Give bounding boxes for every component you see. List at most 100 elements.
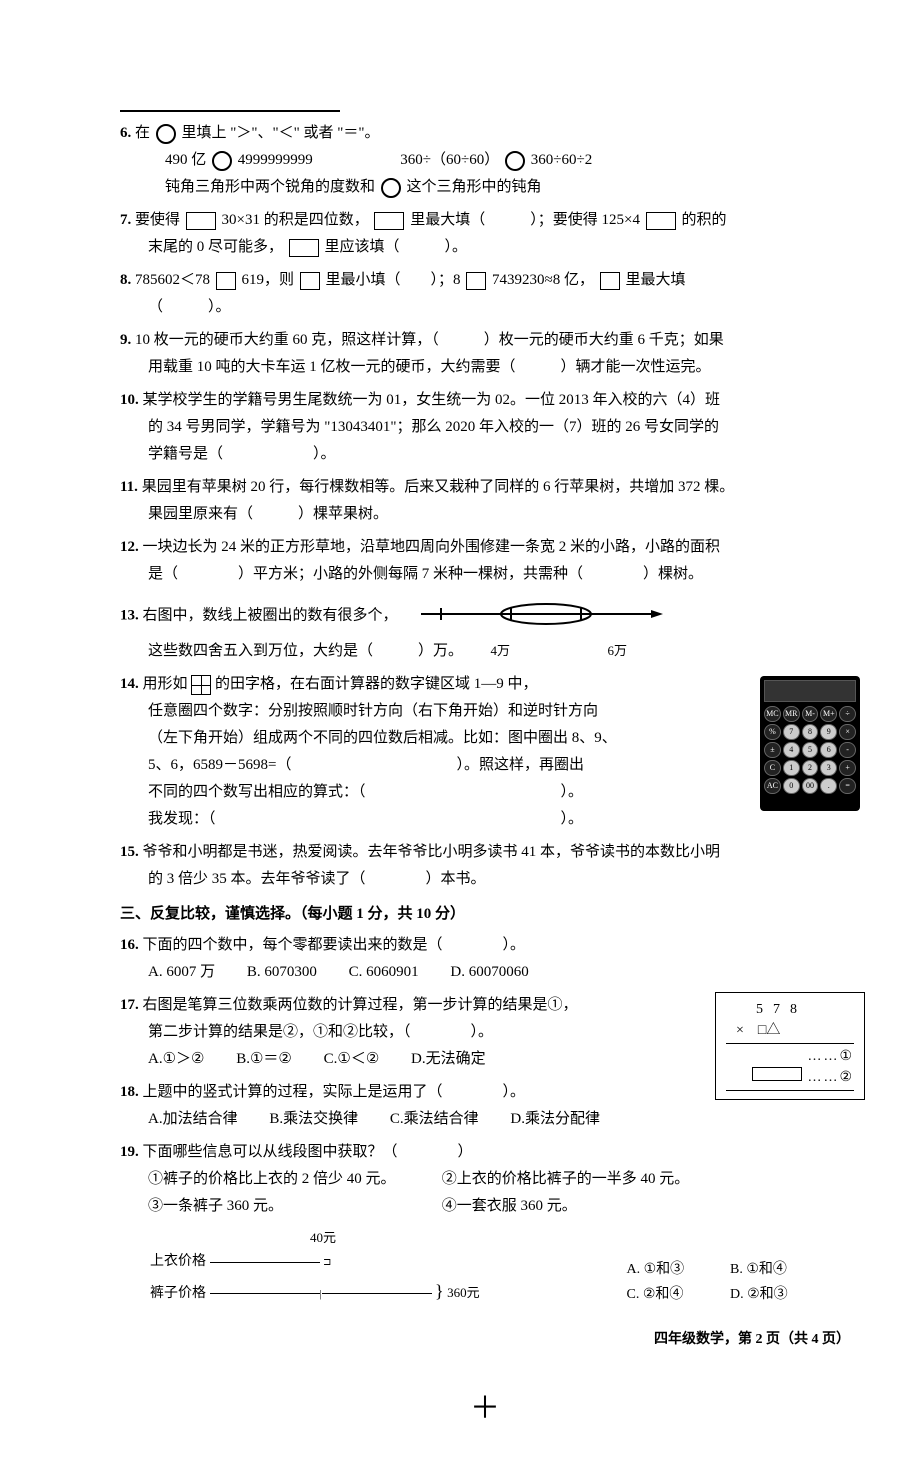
q11-num: 11. xyxy=(120,479,138,495)
q15-num: 15. xyxy=(120,844,139,860)
q10-num: 10. xyxy=(120,392,139,408)
calc-key: 8 xyxy=(802,724,819,740)
page-footer: 四年级数学，第 2 页（共 4 页） xyxy=(120,1327,850,1352)
q13-label6: 6万 xyxy=(608,643,628,658)
calc-key: + xyxy=(839,760,856,776)
number-line xyxy=(411,594,671,638)
q12-b: 是（ ）平方米；小路的外侧每隔 7 米种一棵树，共需种（ ）棵树。 xyxy=(148,566,703,582)
q7-d: 的积的 xyxy=(681,212,726,228)
q6-l1a: 在 xyxy=(135,125,150,141)
calc-key: ÷ xyxy=(839,706,856,722)
q10-a: 某学校学生的学籍号男生尾数统一为 01，女生统一为 02。一位 2013 年入校… xyxy=(143,392,721,408)
q14-f: 不同的四个数写出相应的算式：（ ）。 xyxy=(148,784,583,800)
q16-optC: C. 6060901 xyxy=(349,959,419,986)
q11-b: 果园里原来有（ ）棵苹果树。 xyxy=(148,506,388,522)
q17-optB: B.①＝② xyxy=(236,1046,292,1073)
crop-mark-icon: ＋ xyxy=(120,1382,850,1436)
q6-l2d: 360÷60÷2 xyxy=(531,152,592,168)
q14-d: （左下角开始）组成两个不同的四位数后相减。比如：图中圈出 8、9、 xyxy=(148,730,617,746)
question-13: 13. 右图中，数线上被圈出的数有很多个， 这些数四舍五入到万位，大约是（ ）万… xyxy=(120,594,850,665)
mult-d1: ……① xyxy=(726,1046,854,1067)
calc-key: 5 xyxy=(802,742,819,758)
calc-key: = xyxy=(839,778,856,794)
q14-num: 14. xyxy=(120,676,139,692)
question-14: 14. 用形如 的田字格，在右面计算器的数字键区域 1—9 中， 任意圈四个数字… xyxy=(120,671,850,833)
q6-l2c: 360÷（60÷60） xyxy=(400,152,499,168)
q12-a: 一块边长为 24 米的正方形草地，沿草地四周向外围修建一条宽 2 米的小路，小路… xyxy=(143,539,721,555)
calc-key: 7 xyxy=(783,724,800,740)
calc-key: . xyxy=(820,778,837,794)
q8-c: 里最小填（ ）；8 xyxy=(326,272,461,288)
q17-optD: D.无法确定 xyxy=(411,1046,486,1073)
calc-key: M- xyxy=(802,706,819,722)
q8-a: 785602＜78 xyxy=(135,272,210,288)
q14-a: 用形如 xyxy=(143,676,188,692)
calc-key: MC xyxy=(764,706,781,722)
circle-icon xyxy=(505,151,525,171)
q6-l2a: 490 亿 xyxy=(165,152,206,168)
q17-optC: C.①＜② xyxy=(324,1046,380,1073)
question-15: 15. 爷爷和小明都是书迷，热爱阅读。去年爷爷比小明多读书 41 本，爷爷读书的… xyxy=(120,839,850,893)
q18-a: 上题中的竖式计算的过程，实际上是运用了（ ）。 xyxy=(143,1084,526,1100)
calc-key: ± xyxy=(764,742,781,758)
q13-label4: 4万 xyxy=(491,643,511,658)
q15-a: 爷爷和小明都是书迷，热爱阅读。去年爷爷比小明多读书 41 本，爷爷读书的本数比小… xyxy=(143,844,721,860)
blank-box xyxy=(646,212,676,230)
q16-optA: A. 6007 万 xyxy=(148,959,215,986)
q10-c: 学籍号是（ ）。 xyxy=(148,446,336,462)
q16-optB: B. 6070300 xyxy=(247,959,317,986)
question-7: 7. 要使得 30×31 的积是四位数， 里最大填（ ）；要使得 125×4 的… xyxy=(120,207,850,261)
scan-line xyxy=(120,110,340,112)
calculator-image: MCMRM-M+÷%789×±456-C123+AC000.= xyxy=(760,676,860,811)
q7-a: 要使得 xyxy=(135,212,180,228)
question-8: 8. 785602＜78 619，则 里最小填（ ）；8 7439230≈8 亿… xyxy=(120,267,850,321)
q7-b: 30×31 的积是四位数， xyxy=(222,212,369,228)
q19-a: 下面哪些信息可以从线段图中获取？（ ） xyxy=(143,1144,473,1160)
mult-top: 578 xyxy=(726,999,854,1020)
calc-key: C xyxy=(764,760,781,776)
q14-c: 任意圈四个数字：分别按照顺时针方向（右下角开始）和逆时针方向 xyxy=(148,703,598,719)
q8-e: 里最大填 xyxy=(626,272,686,288)
q19-num: 19. xyxy=(120,1144,139,1160)
mult-x: × □△ xyxy=(726,1020,854,1041)
q15-b: 的 3 倍少 35 本。去年爷爷读了（ ）本书。 xyxy=(148,871,486,887)
blank-box xyxy=(289,239,319,257)
q16-num: 16. xyxy=(120,937,139,953)
q9-b: 用载重 10 吨的大卡车运 1 亿枚一元的硬币，大约需要（ ）辆才能一次性运完。 xyxy=(148,359,711,375)
q18-optA: A.加法结合律 xyxy=(148,1106,238,1133)
q19-i2: ②上衣的价格比裤子的一半多 40 元。 xyxy=(442,1171,690,1187)
q6-num: 6. xyxy=(120,125,131,141)
question-6: 6. 在 里填上 "＞"、"＜" 或者 "＝"。 490 亿 499999999… xyxy=(120,120,850,201)
blank-box xyxy=(186,212,216,230)
tian-grid-icon xyxy=(191,675,211,695)
q19-options: A. ①和③ B. ①和④ C. ②和④ D. ②和③ xyxy=(627,1257,831,1307)
question-9: 9. 10 枚一元的硬币大约重 60 克，照这样计算，（ ）枚一元的硬币大约重 … xyxy=(120,327,850,381)
q19-i3: ③一条裤子 360 元。 xyxy=(148,1193,438,1220)
calc-key: 4 xyxy=(783,742,800,758)
blank-box xyxy=(216,272,236,290)
question-18: 18. 上题中的竖式计算的过程，实际上是运用了（ ）。 A.加法结合律 B.乘法… xyxy=(120,1079,850,1133)
calc-key: 9 xyxy=(820,724,837,740)
calc-key: M+ xyxy=(820,706,837,722)
q14-g: 我发现：（ ）。 xyxy=(148,811,583,827)
q18-optB: B.乘法交换律 xyxy=(269,1106,358,1133)
q14-e: 5、6，6589－5698=（ ）。照这样，再圈出 xyxy=(148,757,584,773)
blank-box xyxy=(374,212,404,230)
q7-e: 末尾的 0 尽可能多， xyxy=(148,239,283,255)
calc-key: 1 xyxy=(783,760,800,776)
calc-key: AC xyxy=(764,778,781,794)
circle-icon xyxy=(156,124,176,144)
calc-key: MR xyxy=(783,706,800,722)
calc-key: 3 xyxy=(820,760,837,776)
diag-top-label: 上衣价格 xyxy=(150,1254,206,1269)
calc-key: - xyxy=(839,742,856,758)
q12-num: 12. xyxy=(120,539,139,555)
q16-optD: D. 60070060 xyxy=(450,959,528,986)
q19-optC: C. ②和④ xyxy=(627,1282,727,1307)
q17-optA: A.①＞② xyxy=(148,1046,204,1073)
q13-b: 这些数四舍五入到万位，大约是（ ）万。 xyxy=(148,643,463,659)
q19-optB: B. ①和④ xyxy=(730,1257,830,1282)
q16-a: 下面的四个数中，每个零都要读出来的数是（ ）。 xyxy=(143,937,526,953)
question-16: 16. 下面的四个数中，每个零都要读出来的数是（ ）。 A. 6007 万 B.… xyxy=(120,932,850,986)
calc-key: 2 xyxy=(802,760,819,776)
